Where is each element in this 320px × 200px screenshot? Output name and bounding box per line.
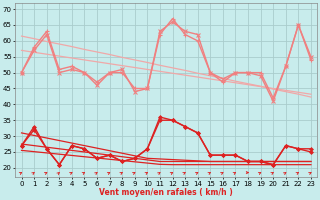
X-axis label: Vent moyen/en rafales ( km/h ): Vent moyen/en rafales ( km/h ) [100,188,233,197]
